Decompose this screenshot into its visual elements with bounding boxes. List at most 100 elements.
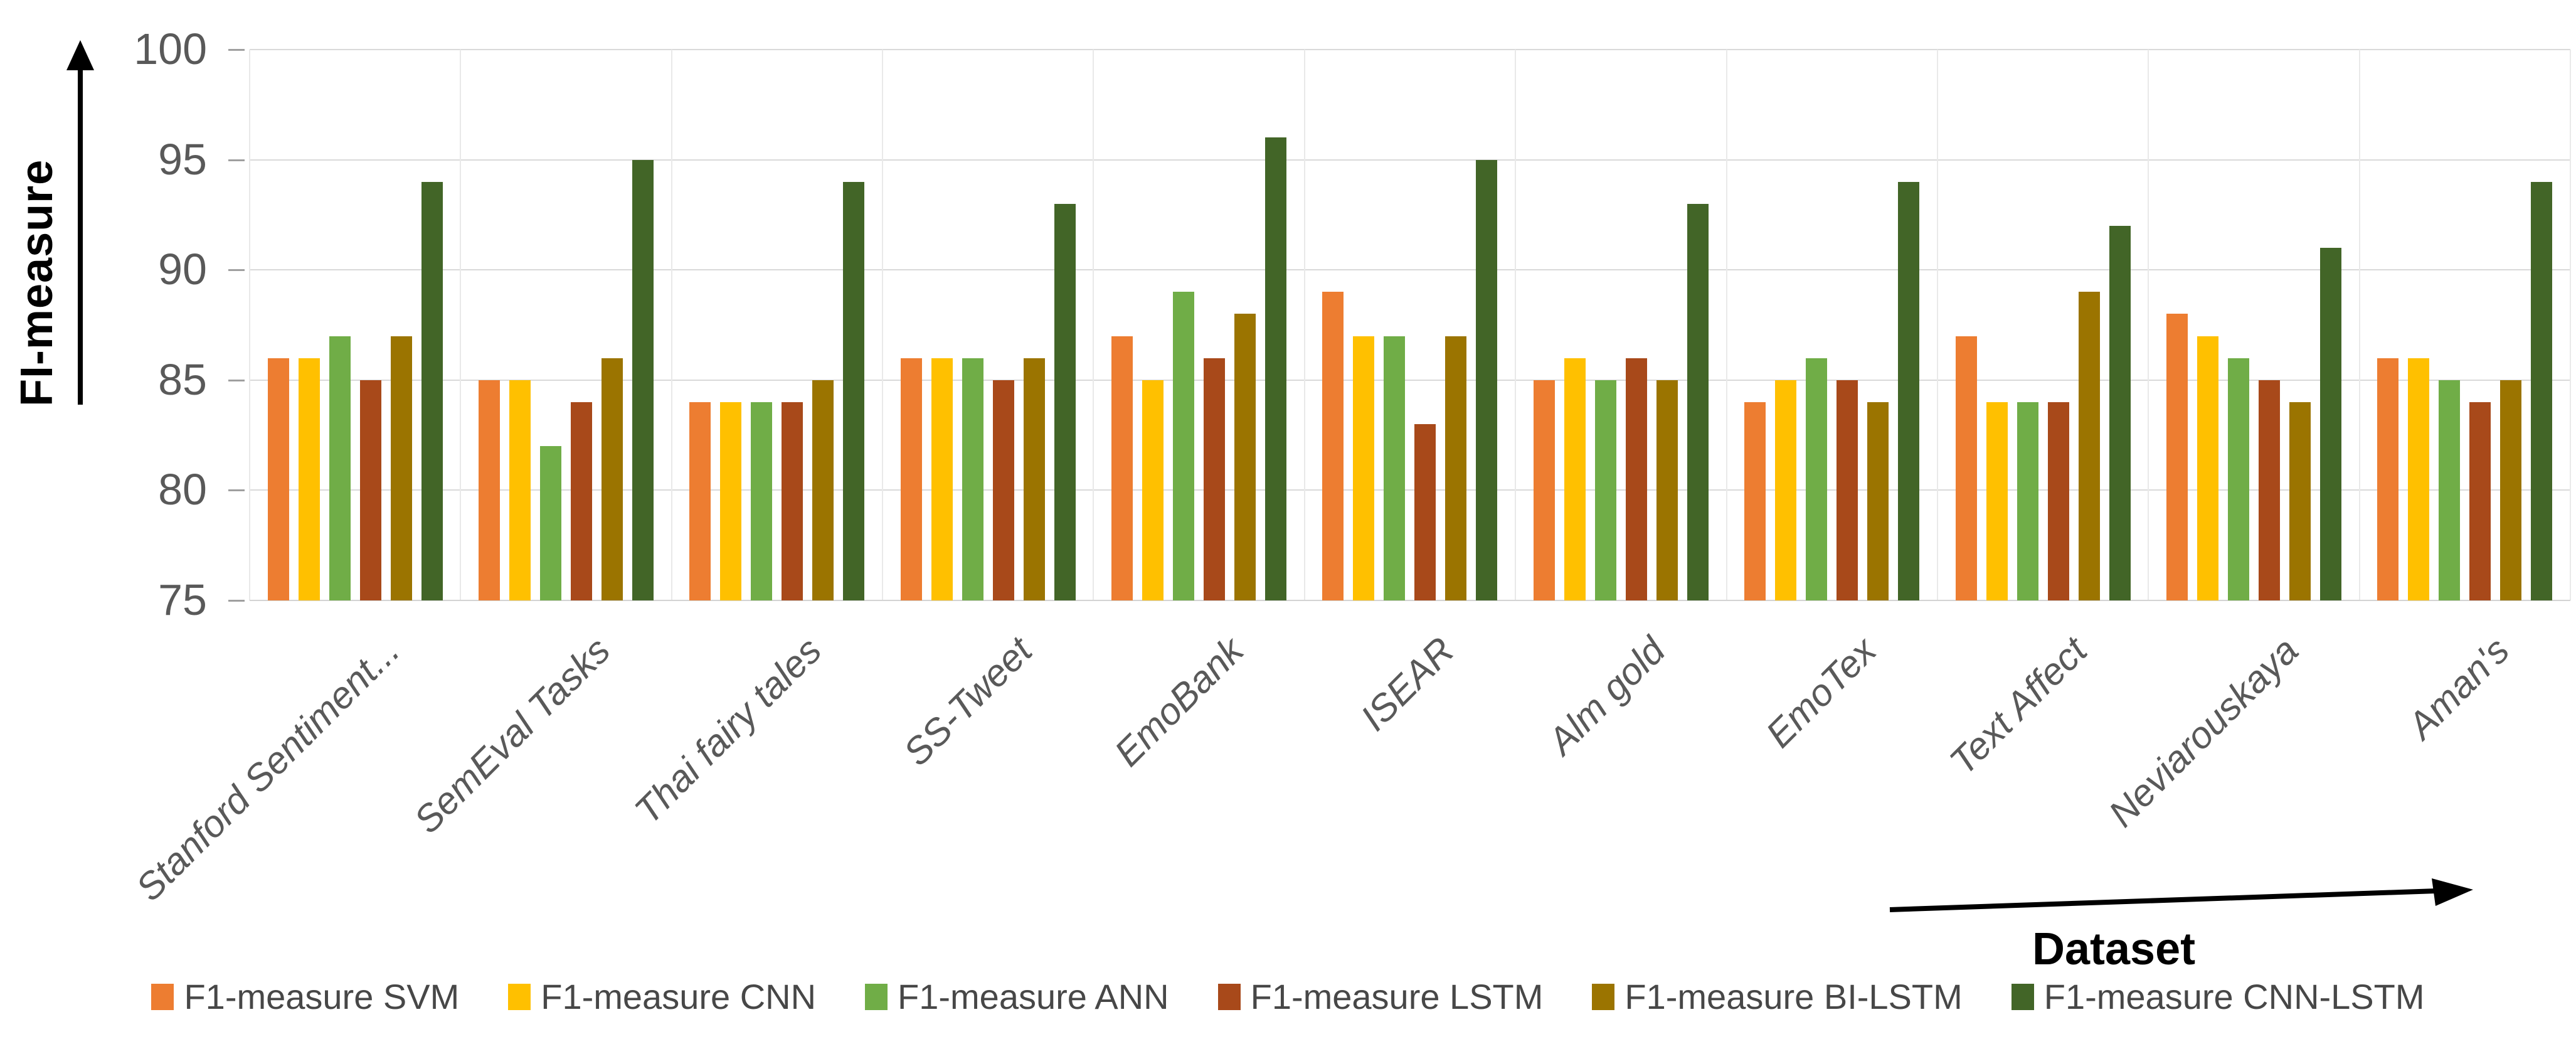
bar: [1594, 380, 1616, 600]
bar: [689, 402, 711, 600]
y-tick-label: 100: [134, 24, 207, 73]
x-category-label: SemEval Tasks: [406, 629, 618, 841]
bar: [1265, 137, 1287, 600]
vertical-gridline: [249, 50, 250, 600]
bar: [359, 380, 381, 600]
bar: [1234, 314, 1256, 600]
bar: [1023, 358, 1045, 600]
gridline: [250, 159, 2570, 161]
vertical-gridline: [460, 50, 462, 600]
bar: [509, 380, 531, 600]
bar: [2531, 181, 2553, 600]
bar: [1775, 380, 1797, 600]
vertical-gridline: [1515, 50, 1517, 600]
bar: [1625, 358, 1647, 600]
bar: [1142, 380, 1164, 600]
bar: [2408, 358, 2430, 600]
legend-label: F1-measure LSTM: [1250, 977, 1544, 1016]
bar: [1898, 181, 1920, 600]
legend-label: F1-measure BI-LSTM: [1625, 977, 1963, 1016]
vertical-gridline: [2570, 50, 2571, 600]
bar-group: [2360, 50, 2570, 600]
bar: [1867, 402, 1889, 600]
y-tick-mark: [228, 49, 245, 51]
legend-swatch-icon: [151, 983, 174, 1010]
legend-item: F1-measure CNN-LSTM: [2011, 976, 2425, 1017]
y-tick-mark: [228, 600, 245, 602]
legend: F1-measure SVM F1-measure CNN F1-measure A…: [0, 976, 2576, 1017]
bar: [1204, 358, 1226, 600]
y-tick-label: 95: [158, 134, 207, 184]
bar: [267, 358, 289, 600]
x-category-label: EmoTex: [1757, 629, 1884, 756]
bar: [1111, 336, 1133, 600]
bar: [2017, 402, 2038, 600]
bar: [298, 358, 320, 600]
bar: [571, 402, 593, 600]
bar: [1955, 336, 1977, 600]
bar: [2227, 358, 2249, 600]
y-tick-label: 90: [158, 245, 207, 294]
bar: [602, 358, 623, 600]
bar: [992, 380, 1014, 600]
x-category-label: SS-Tweet: [895, 629, 1041, 774]
vertical-gridline: [1725, 50, 1727, 600]
legend-item: F1-measure ANN: [865, 976, 1169, 1017]
vertical-gridline: [882, 50, 884, 600]
bar: [2469, 402, 2491, 600]
bar-group: [2148, 50, 2359, 600]
bar: [931, 358, 953, 600]
legend-swatch-icon: [1592, 983, 1615, 1010]
bar: [1384, 336, 1406, 600]
x-category-label: Alm gold: [1540, 629, 1673, 763]
bar-group: [1093, 50, 1304, 600]
vertical-gridline: [671, 50, 672, 600]
bar: [2377, 358, 2399, 600]
bar: [1564, 358, 1586, 600]
x-category-label: Text Affect: [1941, 629, 2096, 783]
bar: [540, 446, 562, 600]
bar: [1445, 336, 1467, 600]
bar-group: [1937, 50, 2148, 600]
bar: [2047, 402, 2069, 600]
bar: [1054, 203, 1076, 600]
bar: [751, 402, 773, 600]
bar: [390, 336, 412, 600]
y-axis-title: FI-measure: [12, 159, 62, 407]
vertical-gridline: [2148, 50, 2149, 600]
bar: [632, 159, 654, 600]
gridline: [250, 269, 2570, 271]
bar: [2439, 380, 2461, 600]
bar: [1806, 358, 1828, 600]
bar-group: [1305, 50, 1515, 600]
bar: [843, 181, 865, 600]
legend-label: F1-measure ANN: [898, 977, 1169, 1016]
bar: [2166, 314, 2188, 600]
bar: [782, 402, 803, 600]
vertical-gridline: [1093, 50, 1095, 600]
bar: [329, 336, 351, 600]
legend-swatch-icon: [865, 983, 888, 1010]
y-axis-arrow-icon: [66, 40, 94, 405]
legend-item: F1-measure LSTM: [1217, 976, 1544, 1017]
bar: [1414, 424, 1436, 600]
bar: [1353, 336, 1375, 600]
bar: [900, 358, 922, 600]
x-category-label: ISEAR: [1352, 629, 1463, 739]
bar: [1837, 380, 1858, 600]
bar: [2109, 225, 2131, 600]
bar: [2289, 402, 2311, 600]
y-tick-mark: [228, 489, 245, 492]
y-tick-mark: [228, 269, 245, 272]
bar-group: [250, 50, 460, 600]
legend-item: F1-measure SVM: [151, 976, 459, 1017]
legend-item: F1-measure CNN: [508, 976, 816, 1017]
x-category-label: Aman's: [2399, 629, 2517, 747]
bar: [1173, 292, 1195, 600]
vertical-gridline: [1936, 50, 1938, 600]
bar-group: [1515, 50, 1726, 600]
legend-swatch-icon: [1217, 983, 1241, 1010]
legend-swatch-icon: [2011, 983, 2034, 1010]
x-category-label: Neviarouskaya: [2100, 629, 2306, 835]
